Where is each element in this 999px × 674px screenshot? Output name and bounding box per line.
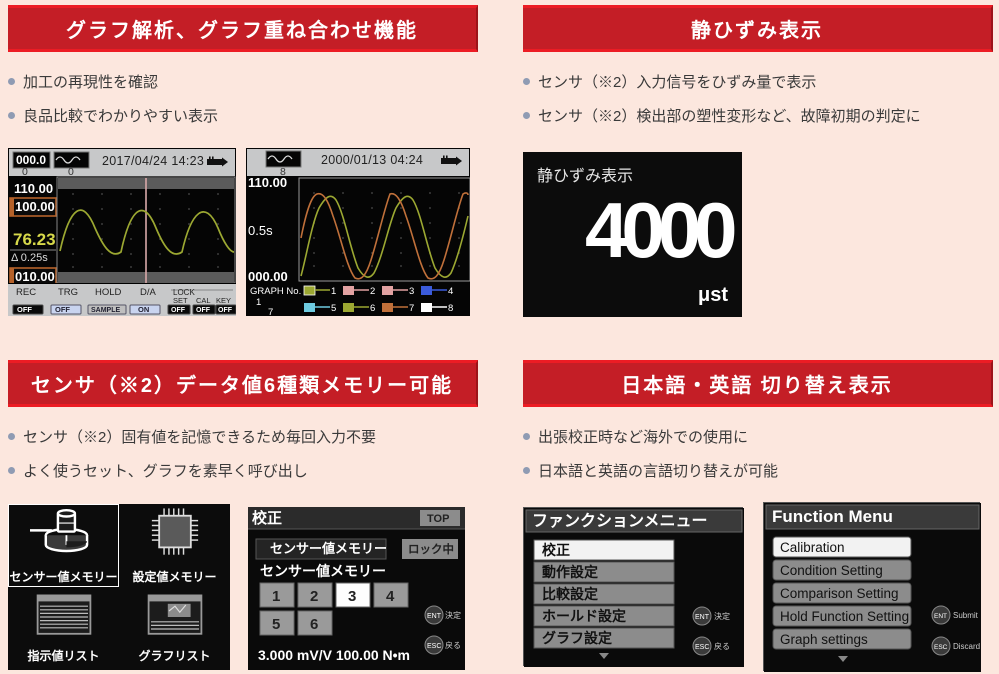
svg-text:ENT: ENT bbox=[934, 613, 947, 620]
svg-text:ロック中: ロック中 bbox=[408, 542, 454, 556]
svg-text:ESC: ESC bbox=[427, 643, 441, 650]
svg-text:6: 6 bbox=[370, 303, 375, 314]
svg-text:OFF: OFF bbox=[171, 307, 186, 314]
svg-text:ホールド設定: ホールド設定 bbox=[542, 608, 626, 624]
svg-text:3: 3 bbox=[348, 588, 356, 605]
svg-text:センサー値メモリー: センサー値メモリー bbox=[270, 541, 387, 556]
svg-text:Graph settings: Graph settings bbox=[780, 632, 868, 647]
svg-text:校正: 校正 bbox=[542, 542, 570, 558]
svg-text:ENT: ENT bbox=[695, 614, 710, 621]
svg-text:Comparison Setting: Comparison Setting bbox=[780, 586, 899, 601]
svg-text:Condition Setting: Condition Setting bbox=[780, 563, 883, 578]
svg-text:0: 0 bbox=[68, 166, 74, 178]
svg-text:Calibration: Calibration bbox=[780, 540, 845, 555]
svg-text:ENT: ENT bbox=[427, 613, 442, 620]
svg-text:5: 5 bbox=[272, 616, 280, 633]
svg-text:D/A: D/A bbox=[140, 287, 157, 298]
svg-text:Function Menu: Function Menu bbox=[772, 507, 893, 526]
svg-text:GRAPH No.: GRAPH No. bbox=[250, 286, 301, 297]
svg-text:ESC: ESC bbox=[934, 644, 948, 651]
svg-text:OFF: OFF bbox=[55, 305, 70, 314]
svg-text:7: 7 bbox=[268, 307, 273, 316]
svg-text:決定: 決定 bbox=[714, 611, 730, 621]
svg-text:動作設定: 動作設定 bbox=[542, 564, 598, 580]
svg-text:HOLD: HOLD bbox=[95, 287, 122, 298]
svg-text:KEY: KEY bbox=[216, 296, 231, 305]
svg-text:4: 4 bbox=[386, 588, 395, 605]
svg-text:OFF: OFF bbox=[218, 307, 233, 314]
svg-text:OFF: OFF bbox=[17, 305, 32, 314]
svg-text:8: 8 bbox=[448, 303, 453, 314]
svg-text:100.00: 100.00 bbox=[15, 199, 55, 214]
svg-text:戻る: 戻る bbox=[445, 640, 461, 650]
svg-text:2: 2 bbox=[370, 286, 375, 297]
svg-text:2017/04/24 14:23: 2017/04/24 14:23 bbox=[102, 154, 204, 168]
svg-text:1: 1 bbox=[272, 588, 280, 605]
svg-text:Submit: Submit bbox=[953, 611, 979, 620]
svg-text:010.00: 010.00 bbox=[15, 269, 55, 284]
svg-text:2: 2 bbox=[310, 588, 318, 605]
svg-text:76.23: 76.23 bbox=[13, 230, 56, 249]
svg-text:0.5s: 0.5s bbox=[248, 223, 273, 238]
svg-text:Δ 0.25s: Δ 0.25s bbox=[11, 252, 48, 264]
svg-text:3.000 mV/V 100.00 N•m: 3.000 mV/V 100.00 N•m bbox=[258, 647, 410, 663]
svg-text:センサー値メモリー: センサー値メモリー bbox=[260, 563, 386, 579]
svg-text:0: 0 bbox=[22, 166, 28, 178]
svg-text:1: 1 bbox=[331, 286, 336, 297]
svg-text:110.00: 110.00 bbox=[14, 181, 53, 196]
svg-text:OFF: OFF bbox=[196, 307, 211, 314]
svg-text:000.0: 000.0 bbox=[16, 153, 46, 167]
svg-text:7: 7 bbox=[409, 303, 414, 314]
svg-text:SET: SET bbox=[173, 296, 188, 305]
svg-text:比較設定: 比較設定 bbox=[542, 586, 598, 602]
svg-text:4: 4 bbox=[448, 286, 453, 297]
svg-text:決定: 決定 bbox=[445, 610, 461, 620]
svg-text:ファンクションメニュー: ファンクションメニュー bbox=[532, 512, 708, 530]
svg-text:ESC: ESC bbox=[695, 644, 709, 651]
svg-text:ON: ON bbox=[138, 305, 149, 314]
svg-text:戻る: 戻る bbox=[714, 641, 730, 651]
svg-text:1: 1 bbox=[256, 297, 261, 308]
svg-text:SAMPLE: SAMPLE bbox=[91, 307, 121, 314]
svg-text:000.00: 000.00 bbox=[248, 269, 288, 284]
svg-text:2000/01/13 04:24: 2000/01/13 04:24 bbox=[321, 153, 423, 167]
svg-text:5: 5 bbox=[331, 303, 336, 314]
svg-text:Discard: Discard bbox=[953, 642, 980, 651]
svg-text:REC: REC bbox=[16, 287, 36, 298]
svg-text:グラフ設定: グラフ設定 bbox=[542, 630, 612, 646]
svg-text:110.00: 110.00 bbox=[248, 175, 287, 190]
svg-text:6: 6 bbox=[310, 616, 318, 633]
svg-text:校正: 校正 bbox=[252, 509, 282, 527]
svg-text:Hold Function Setting: Hold Function Setting bbox=[780, 609, 909, 624]
svg-text:TOP: TOP bbox=[427, 513, 449, 525]
svg-text:3: 3 bbox=[409, 286, 414, 297]
svg-text:TRG: TRG bbox=[58, 287, 78, 298]
svg-text:CAL: CAL bbox=[196, 296, 211, 305]
